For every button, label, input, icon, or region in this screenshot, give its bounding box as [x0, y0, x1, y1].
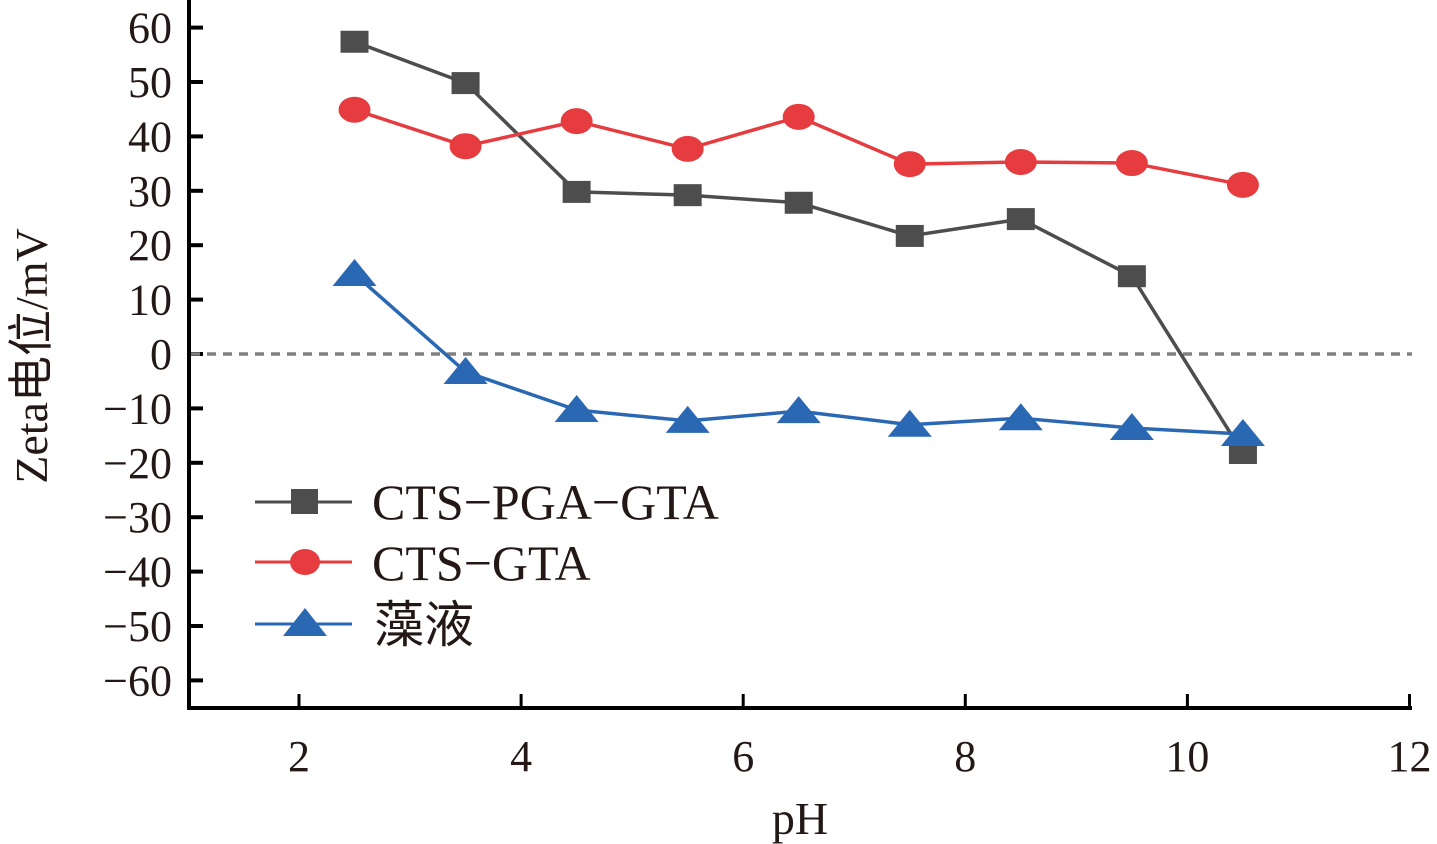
- x-tick-label: 6: [732, 732, 754, 781]
- legend: CTS−PGA−GTA CTS−GTA 藻液: [255, 474, 719, 653]
- data-point-triangle: [554, 395, 599, 423]
- y-tick-label: −20: [103, 439, 172, 488]
- y-tick-label: −30: [103, 493, 172, 542]
- x-axis-title: pH: [772, 793, 828, 844]
- data-point-circle: [671, 135, 704, 162]
- y-tick-label: 10: [128, 276, 172, 325]
- series-square: [340, 30, 1257, 465]
- data-point-triangle: [776, 396, 821, 424]
- data-point-circle: [1004, 148, 1037, 175]
- y-tick-label: −60: [103, 656, 172, 705]
- legend-item-algae: 藻液: [255, 597, 474, 653]
- data-point-triangle: [998, 403, 1043, 431]
- y-tick-label: 40: [128, 112, 172, 161]
- data-point-square: [1006, 208, 1035, 231]
- data-point-square: [562, 180, 591, 203]
- data-point-square: [784, 191, 813, 214]
- y-tick-label: 50: [128, 58, 172, 107]
- x-tick-label: 8: [954, 732, 976, 781]
- x-tick-label: 12: [1388, 732, 1432, 781]
- data-point-triangle: [665, 405, 710, 433]
- y-tick-label: −10: [103, 384, 172, 433]
- legend-marker-square: [291, 489, 318, 514]
- legend-label-cts-gta: CTS−GTA: [372, 535, 591, 591]
- y-tick-label: −50: [103, 602, 172, 651]
- legend-marker-circle: [290, 549, 320, 575]
- series: [332, 30, 1265, 465]
- data-point-circle: [1226, 171, 1259, 198]
- y-tick-label: 60: [128, 4, 172, 53]
- data-point-triangle: [1220, 418, 1265, 446]
- legend-marker-triangle: [283, 608, 327, 636]
- data-point-triangle: [332, 259, 377, 287]
- data-point-square: [340, 30, 369, 53]
- data-point-square: [1117, 265, 1146, 288]
- data-point-square: [1228, 442, 1257, 465]
- data-point-circle: [782, 103, 815, 130]
- x-ticks: 2 4 6 8 10 12: [288, 694, 1432, 781]
- legend-item-cts-pga-gta: CTS−PGA−GTA: [255, 474, 719, 530]
- legend-item-cts-gta: CTS−GTA: [255, 535, 591, 591]
- y-tick-label: 20: [128, 221, 172, 270]
- y-axis-title: Zeta电位/mV: [6, 228, 57, 484]
- y-ticks: 60 50 40 30 20 10 0 −10 −20 −30 −40 −50 −60: [103, 4, 203, 705]
- data-point-circle: [449, 133, 482, 160]
- data-point-triangle: [1109, 412, 1154, 440]
- y-tick-label: −40: [103, 548, 172, 597]
- data-point-square: [895, 224, 924, 247]
- series-triangle: [332, 259, 1265, 446]
- data-point-circle: [560, 108, 593, 135]
- series-line: [353, 40, 1245, 454]
- y-tick-label: 30: [128, 167, 172, 216]
- x-tick-label: 2: [288, 732, 310, 781]
- legend-label-algae: 藻液: [374, 597, 474, 653]
- legend-label-cts-pga-gta: CTS−PGA−GTA: [372, 474, 719, 530]
- data-point-triangle: [887, 409, 932, 437]
- data-point-square: [673, 184, 702, 207]
- data-point-square: [451, 72, 480, 95]
- data-point-circle: [338, 96, 371, 123]
- data-point-triangle: [443, 356, 488, 384]
- x-tick-label: 10: [1165, 732, 1209, 781]
- x-tick-label: 4: [510, 732, 532, 781]
- y-tick-label: 0: [150, 330, 172, 379]
- data-point-circle: [893, 151, 926, 178]
- data-point-circle: [1115, 150, 1148, 177]
- series-circle: [338, 96, 1259, 198]
